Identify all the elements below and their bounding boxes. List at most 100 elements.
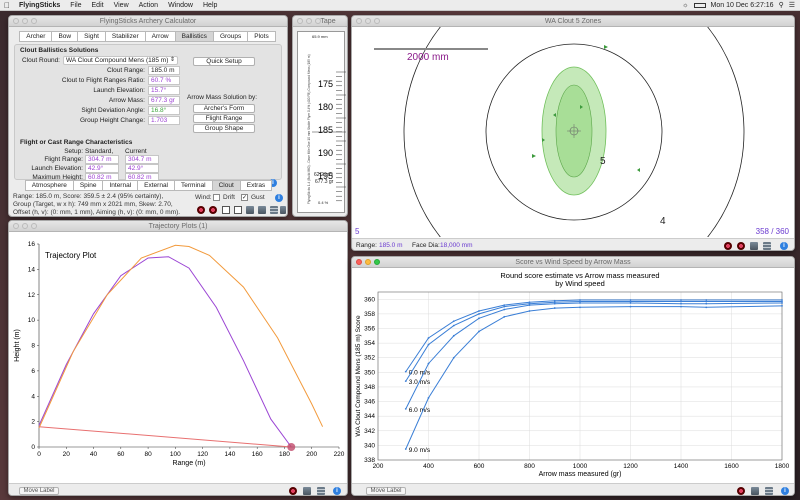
trajectory-footer: Move Label i bbox=[9, 483, 347, 495]
series-label: 9.0 m/s bbox=[409, 447, 431, 454]
record-icon[interactable] bbox=[289, 487, 297, 495]
menu-file[interactable]: File bbox=[70, 1, 82, 9]
subtab-extras[interactable]: Extras bbox=[239, 180, 273, 191]
menu-edit[interactable]: Edit bbox=[91, 1, 104, 9]
record-icon[interactable] bbox=[197, 206, 205, 214]
arrow-icon bbox=[580, 105, 583, 109]
score-point bbox=[503, 308, 506, 311]
tab-plots[interactable]: Plots bbox=[247, 31, 276, 42]
clout-row-value[interactable]: 15.7° bbox=[148, 86, 180, 95]
minimize-icon[interactable] bbox=[306, 18, 312, 24]
clock[interactable]: Mon 10 Dec 6:27:16 bbox=[710, 1, 774, 9]
close-icon[interactable] bbox=[13, 223, 19, 229]
subtab-spine[interactable]: Spine bbox=[72, 180, 104, 191]
tab-groups[interactable]: Groups bbox=[212, 31, 249, 42]
record-alt-icon[interactable] bbox=[737, 242, 745, 250]
move-label-button[interactable]: Move Label bbox=[366, 487, 406, 495]
wifi-icon[interactable]: ☼ bbox=[682, 1, 689, 9]
clout-row-value[interactable]: 16.8° bbox=[148, 106, 180, 115]
trajectory-title: Trajectory Plots (1) bbox=[148, 223, 208, 230]
menu-action[interactable]: Action bbox=[138, 1, 159, 9]
grid-icon[interactable] bbox=[765, 487, 773, 495]
clout-row-value[interactable]: 60.7 % bbox=[148, 76, 180, 85]
clout-row-label: Sight Deviation Angle: bbox=[81, 107, 145, 114]
book-icon[interactable] bbox=[222, 206, 230, 214]
flight-row-standard[interactable]: 304.7 m bbox=[85, 155, 119, 164]
archers-form-button[interactable]: Archer's Form bbox=[193, 104, 255, 113]
tab-stabilizer[interactable]: Stabilizer bbox=[104, 31, 146, 42]
zoom-icon[interactable] bbox=[31, 223, 37, 229]
flight-row-current[interactable]: 42.9° bbox=[125, 164, 159, 173]
tab-archer[interactable]: Archer bbox=[19, 31, 53, 42]
note-icon[interactable] bbox=[234, 206, 242, 214]
export-icon[interactable] bbox=[258, 206, 266, 214]
move-label-button[interactable]: Move Label bbox=[19, 487, 59, 495]
calculator-titlebar[interactable]: FlyingSticks Archery Calculator bbox=[9, 16, 287, 27]
quick-setup-button[interactable]: Quick Setup bbox=[193, 57, 255, 66]
minimize-icon[interactable] bbox=[22, 18, 28, 24]
record-icon[interactable] bbox=[724, 242, 732, 250]
zoom-icon[interactable] bbox=[315, 18, 321, 24]
menu-window[interactable]: Window bbox=[168, 1, 193, 9]
zoom-icon[interactable] bbox=[374, 259, 380, 265]
info-icon[interactable]: i bbox=[781, 487, 789, 495]
minimize-icon[interactable] bbox=[365, 259, 371, 265]
clout-round-select[interactable]: WA Clout Compound Mens (185 m) bbox=[63, 56, 178, 65]
y-tick-label: 4 bbox=[31, 393, 35, 400]
help-icon[interactable]: i bbox=[275, 194, 283, 202]
grid-icon[interactable] bbox=[763, 242, 771, 250]
clout-row-value[interactable]: 185.0 m bbox=[148, 66, 180, 75]
close-icon[interactable] bbox=[356, 259, 362, 265]
group-shape-button[interactable]: Group Shape bbox=[193, 124, 255, 133]
menu-app[interactable]: FlyingSticks bbox=[19, 1, 61, 9]
tab-sight[interactable]: Sight bbox=[77, 31, 106, 42]
grid-icon[interactable] bbox=[270, 206, 278, 214]
zoom-icon[interactable] bbox=[31, 18, 37, 24]
record-icon[interactable] bbox=[737, 487, 745, 495]
record-alt-icon[interactable] bbox=[209, 206, 217, 214]
print-icon[interactable] bbox=[246, 206, 254, 214]
battery-icon[interactable] bbox=[693, 2, 706, 8]
print-icon[interactable] bbox=[303, 487, 311, 495]
close-icon[interactable] bbox=[13, 18, 19, 24]
subtab-internal[interactable]: Internal bbox=[102, 180, 139, 191]
print-icon[interactable] bbox=[750, 242, 758, 250]
minimize-icon[interactable] bbox=[22, 223, 28, 229]
search-icon[interactable]: ⚲ bbox=[778, 2, 784, 9]
compare-icon[interactable] bbox=[280, 206, 286, 214]
subtab-terminal[interactable]: Terminal bbox=[174, 180, 213, 191]
flight-row-current[interactable]: 304.7 m bbox=[125, 155, 159, 164]
menu-help[interactable]: Help bbox=[203, 1, 218, 9]
minimize-icon[interactable] bbox=[365, 18, 371, 24]
drift-checkbox[interactable] bbox=[213, 194, 220, 201]
info-icon[interactable]: i bbox=[333, 487, 341, 495]
score-point bbox=[452, 320, 455, 323]
tape-titlebar[interactable]: Tape bbox=[293, 16, 347, 27]
flight-row-standard[interactable]: 42.9° bbox=[85, 164, 119, 173]
print-icon[interactable] bbox=[751, 487, 759, 495]
score-point bbox=[579, 306, 581, 309]
menu-view[interactable]: View bbox=[113, 1, 129, 9]
subtab-atmosphere[interactable]: Atmosphere bbox=[24, 180, 74, 191]
score-titlebar[interactable]: Score vs Wind Speed by Arrow Mass bbox=[352, 257, 794, 268]
tab-arrow[interactable]: Arrow bbox=[144, 31, 176, 42]
subtab-clout[interactable]: Clout bbox=[211, 180, 241, 191]
flight-range-button[interactable]: Flight Range bbox=[193, 114, 255, 123]
chevron-down-icon[interactable]: ⇕ bbox=[170, 57, 176, 63]
tab-bow[interactable]: Bow bbox=[51, 31, 79, 42]
info-icon[interactable]: i bbox=[780, 242, 788, 250]
info-icon[interactable]: i bbox=[269, 179, 277, 187]
gust-checkbox[interactable]: ✓ bbox=[241, 194, 248, 201]
grid-icon[interactable] bbox=[317, 487, 325, 495]
zoom-icon[interactable] bbox=[374, 18, 380, 24]
list-icon[interactable]: ☰ bbox=[788, 2, 795, 9]
clout-titlebar[interactable]: WA Clout 5 Zones bbox=[352, 16, 794, 27]
clout-row-value[interactable]: 1.703 bbox=[148, 116, 180, 125]
trajectory-titlebar[interactable]: Trajectory Plots (1) bbox=[9, 221, 347, 232]
close-icon[interactable] bbox=[356, 18, 362, 24]
close-icon[interactable] bbox=[297, 18, 303, 24]
clout-row-value[interactable]: 677.3 gr bbox=[148, 96, 180, 105]
tab-ballistics[interactable]: Ballistics bbox=[174, 31, 214, 42]
subtab-external[interactable]: External bbox=[137, 180, 176, 191]
apple-menu-icon[interactable]:  bbox=[0, 1, 14, 10]
